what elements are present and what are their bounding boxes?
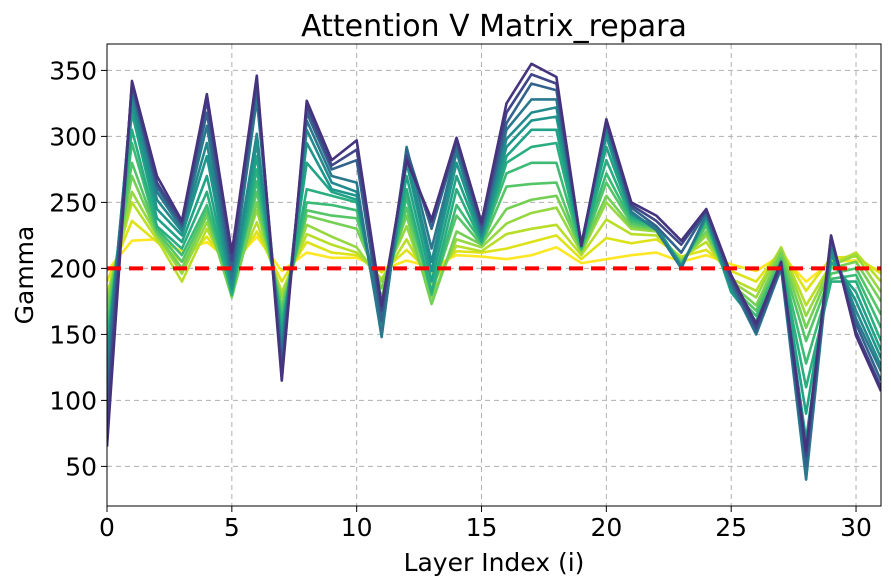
- series-line-15: [107, 62, 881, 452]
- x-tick-label: 0: [99, 513, 115, 542]
- y-axis-label: Gamma: [10, 226, 39, 325]
- series-line-5: [107, 174, 881, 330]
- y-tick-label: 200: [49, 254, 97, 283]
- x-tick-label: 15: [466, 513, 498, 542]
- x-axis-label: Layer Index (i): [404, 548, 585, 577]
- x-tick-label: 5: [224, 513, 240, 542]
- series-group: [107, 62, 881, 481]
- y-tick-label: 50: [65, 452, 97, 481]
- x-tick-label: 30: [840, 513, 872, 542]
- x-tick-label: 20: [590, 513, 622, 542]
- plot-area: [107, 62, 881, 481]
- axis-ticks: 0 5 10 15 20 25 30 50 100 150 200 250 300 350: [49, 56, 872, 542]
- plot-frame: [106, 43, 882, 507]
- y-tick-label: 350: [49, 56, 97, 85]
- series-line-13: [107, 82, 881, 468]
- x-tick-label: 25: [715, 513, 747, 542]
- y-tick-label: 300: [49, 122, 97, 151]
- x-tick-label: 10: [341, 513, 373, 542]
- y-tick-label: 150: [49, 320, 97, 349]
- y-tick-label: 250: [49, 188, 97, 217]
- chart-title: Attention V Matrix_repara: [301, 9, 687, 44]
- y-tick-label: 100: [49, 386, 97, 415]
